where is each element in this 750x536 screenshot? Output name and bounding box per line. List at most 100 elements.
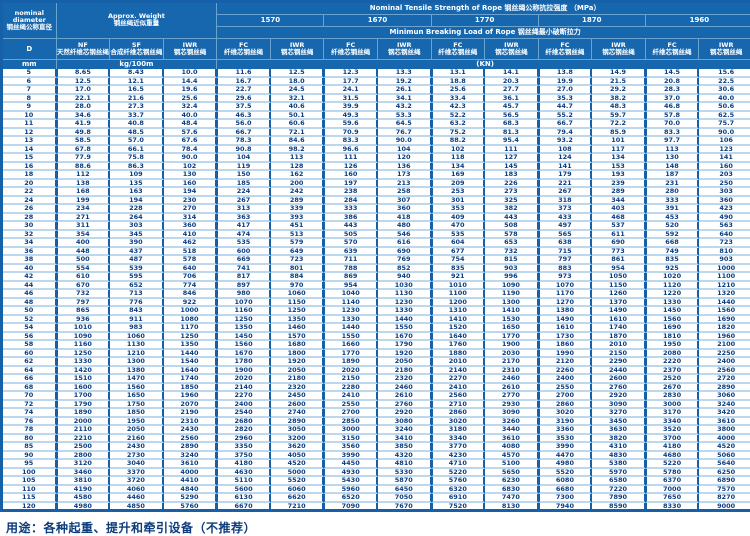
header-grade-1770: 1770 <box>431 15 539 27</box>
cell-diameter: 105 <box>3 477 57 486</box>
cell-value: 27.7 <box>485 86 539 95</box>
cell-value: 3610 <box>163 460 218 469</box>
cell-value: 1190 <box>485 290 539 299</box>
cell-value: 27.3 <box>110 103 164 112</box>
cell-value: 48.4 <box>163 120 218 129</box>
cell-diameter: 46 <box>3 290 57 299</box>
cell-value: 2120 <box>538 358 593 367</box>
cell-value: 187 <box>645 171 700 180</box>
cell-value: 2370 <box>645 366 700 375</box>
cell-value: 32.4 <box>163 103 218 112</box>
cell-value: 462 <box>163 239 218 248</box>
cell-value: 6890 <box>699 477 750 486</box>
cell-value: 1350 <box>163 341 218 350</box>
cell-diameter: 85 <box>3 443 57 452</box>
table-row: 46 732 713 846 980 1060 1040 1130 1100 1190 1170 12… <box>3 290 750 299</box>
cell-value: 2160 <box>110 434 164 443</box>
cell-value: 231 <box>645 179 700 188</box>
cell-value: 3520 <box>645 426 700 435</box>
cell-value: 10.0 <box>163 69 218 78</box>
cell-value: 2960 <box>217 434 271 443</box>
cell-value: 2600 <box>270 400 325 409</box>
cell-value: 75.7 <box>699 120 750 129</box>
cell-value: 3020 <box>538 409 593 418</box>
cell-value: 117 <box>592 145 646 154</box>
cell-value: 954 <box>324 281 378 290</box>
cell-value: 2260 <box>538 366 593 375</box>
cell-value: 2020 <box>217 375 271 384</box>
cell-value: 14.1 <box>485 69 539 78</box>
cell-value: 3370 <box>110 468 164 477</box>
cell-value: 43.2 <box>377 103 432 112</box>
cell-value: 1040 <box>324 290 378 299</box>
cell-value: 106 <box>699 137 750 146</box>
cell-value: 2150 <box>592 349 646 358</box>
cell-value: 3440 <box>485 426 539 435</box>
table-row: 9 28.0 27.3 32.4 37.5 40.6 39.9 43.2 42.3 45.7 44.… <box>3 103 750 112</box>
cell-value: 102 <box>163 162 218 171</box>
cell-value: 1410 <box>431 315 486 324</box>
cell-value: 2550 <box>324 400 378 409</box>
table-row: 62 1330 1300 1540 1780 1920 1890 2050 2010 2170 21… <box>3 358 750 367</box>
cell-value: 5600 <box>217 485 271 494</box>
cell-value: 2670 <box>645 383 700 392</box>
cell-diameter: 5 <box>3 69 57 78</box>
cell-value: 1260 <box>592 290 646 299</box>
cell-value: 13.3 <box>377 69 432 78</box>
cell-value: 2600 <box>592 375 646 384</box>
cell-value: 578 <box>163 256 218 265</box>
table-row: 7 17.0 16.5 19.6 22.7 24.5 24.1 26.1 25.6 27.7 27.… <box>3 86 750 95</box>
cell-value: 4840 <box>163 485 218 494</box>
cell-value: 6620 <box>270 494 325 503</box>
cell-value: 520 <box>645 222 700 231</box>
cell-value: 12.3 <box>324 69 378 78</box>
cell-value: 373 <box>538 205 593 214</box>
cell-value: 996 <box>485 273 539 282</box>
cell-value: 1960 <box>699 332 750 341</box>
cell-diameter: 40 <box>3 264 57 273</box>
cell-value: 3560 <box>324 443 378 452</box>
cell-value: 1550 <box>377 324 432 333</box>
cell-value: 1420 <box>56 366 111 375</box>
cell-value: 3120 <box>56 460 111 469</box>
cell-value: 95.4 <box>485 137 539 146</box>
cell-value: 1900 <box>485 341 539 350</box>
cell-value: 1760 <box>431 341 486 350</box>
cell-value: 29.6 <box>217 94 271 103</box>
col-nf-abbr: NF <box>77 40 88 49</box>
table-row: 12 49.8 48.5 57.6 66.7 72.1 70.9 76.7 75.2 81.3 79… <box>3 128 750 137</box>
cell-value: 50.1 <box>270 111 325 120</box>
cell-value: 1130 <box>110 341 164 350</box>
cell-value: 1010 <box>56 324 111 333</box>
cell-value: 723 <box>270 256 325 265</box>
col-header-sf: SF 合成纤维芯钢丝绳 <box>110 39 164 60</box>
cell-value: 4520 <box>270 460 325 469</box>
cell-value: 284 <box>324 196 378 205</box>
cell-value: 1770 <box>485 332 539 341</box>
cell-value: 57.8 <box>645 111 700 120</box>
cell-value: 8.43 <box>110 69 164 78</box>
col-fc-abbr: FC <box>238 40 249 49</box>
cell-value: 4310 <box>592 443 646 452</box>
cell-value: 616 <box>377 239 432 248</box>
cell-value: 983 <box>110 324 164 333</box>
cell-value: 1210 <box>699 281 750 290</box>
table-row: 6 12.5 12.1 14.4 16.7 18.0 17.7 19.2 18.8 20.3 19.… <box>3 77 750 86</box>
cell-value: 128 <box>270 162 325 171</box>
cell-value: 83.3 <box>324 137 378 146</box>
cell-value: 239 <box>592 179 646 188</box>
cell-value: 2400 <box>217 400 271 409</box>
cell-value: 1440 <box>324 324 378 333</box>
table-row: 100 3460 3370 4000 4630 5000 4930 5330 5220 5650 5… <box>3 468 750 477</box>
cell-value: 1640 <box>431 332 486 341</box>
col-iwr-abbr: IWR <box>396 40 412 49</box>
header-tensile-strength: Nominal Tensile Strength of Rope 钢丝绳公称抗拉… <box>217 3 750 15</box>
table-row: 5 8.65 8.43 10.0 11.6 12.5 12.3 13.3 13.1 14.1 13.… <box>3 69 750 78</box>
col-header-fc-1960: FC 纤维芯钢丝绳 <box>645 39 700 60</box>
table-row: 50 865 843 1000 1160 1250 1230 1330 1310 1410 1380… <box>3 307 750 316</box>
cell-diameter: 74 <box>3 409 57 418</box>
cell-value: 104 <box>377 145 432 154</box>
cell-value: 861 <box>592 256 646 265</box>
cell-value: 570 <box>324 239 378 248</box>
cell-value: 2320 <box>270 383 325 392</box>
